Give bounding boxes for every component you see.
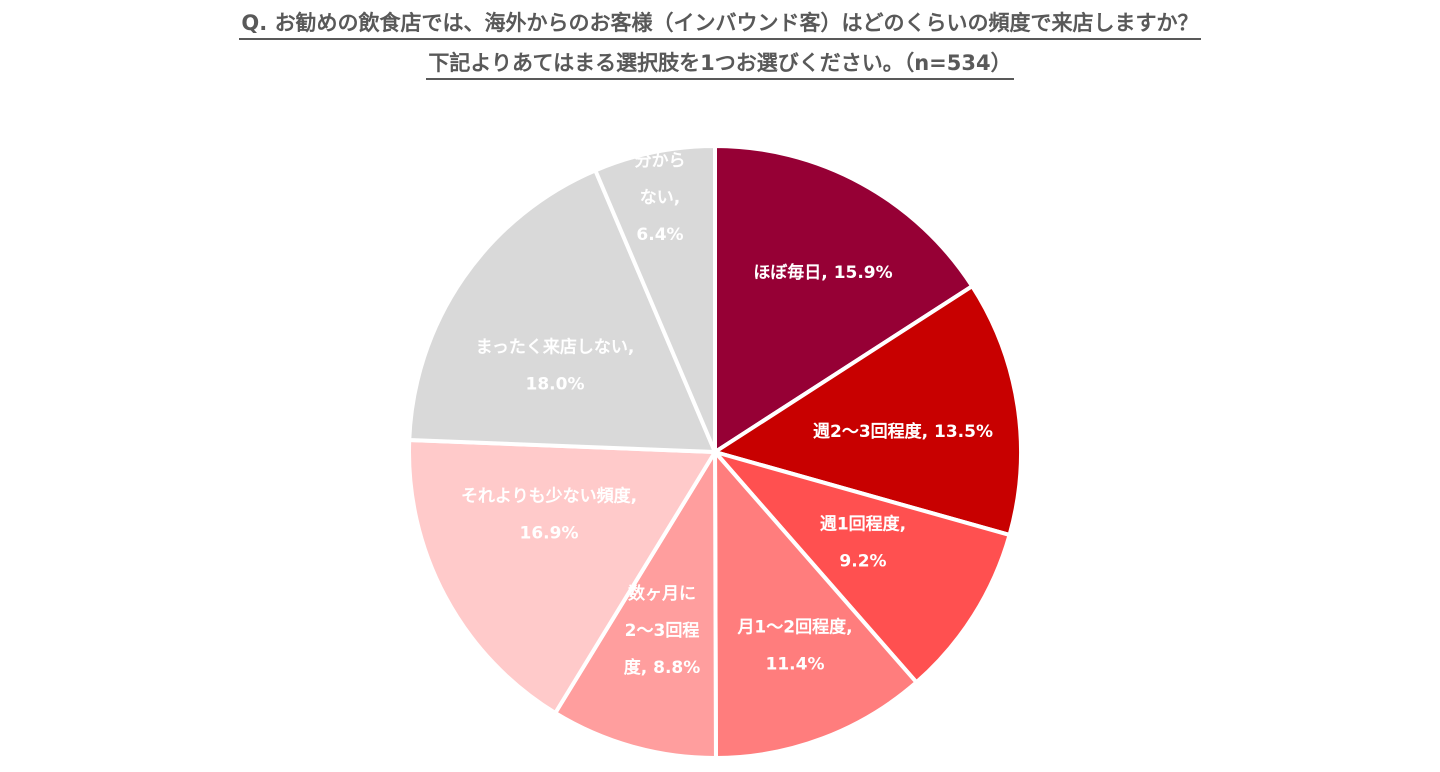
slice-label-1: ほぼ毎日, 15.9%	[753, 262, 892, 283]
slice-label-7: まったく来店しない, 18.0%	[476, 337, 635, 395]
pie-slice-4	[713, 450, 919, 760]
slice-label-8: 分からない, 6.4%	[635, 151, 686, 245]
pie-slice-3	[713, 450, 1012, 685]
pie-slice-8	[593, 144, 717, 454]
pie-slice-1	[713, 144, 975, 454]
slice-label-5: 数ヶ月に 2〜3回程度, 8.8%	[624, 583, 701, 678]
pie-slice-5	[553, 450, 718, 761]
slice-label-6: それよりも少ない頻度, 16.9%	[461, 486, 637, 544]
pie-labels: ほぼ毎日, 15.9% 週2〜3回程度, 13.5% 週1回程度, 9.2% 月1〜2回…	[461, 151, 993, 678]
slice-label-2: 週2〜3回程度, 13.5%	[813, 421, 993, 442]
pie-slices	[407, 144, 1023, 761]
chart-title-block: Q. お勧めの飲食店では、海外からのお客様（インバウンド客）はどのくらいの頻度で…	[0, 8, 1440, 88]
slice-label-3: 週1回程度, 9.2%	[820, 514, 906, 572]
pie-slice-6	[407, 438, 717, 715]
slice-label-4: 月1〜2回程度, 11.4%	[736, 617, 852, 675]
chart-subtitle: 下記よりあてはまる選択肢を1つお選びください。（n=534）	[426, 48, 1014, 80]
pie-slice-7	[407, 168, 717, 454]
chart-title: Q. お勧めの飲食店では、海外からのお客様（インバウンド客）はどのくらいの頻度で…	[239, 8, 1201, 40]
